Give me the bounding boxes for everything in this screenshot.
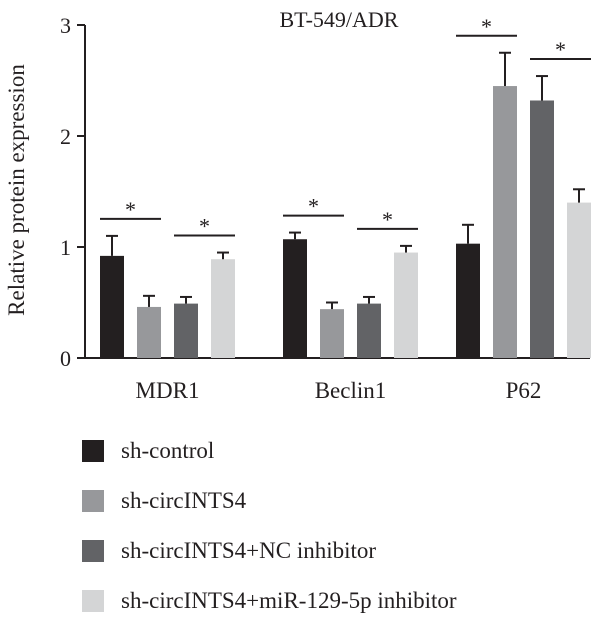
- chart-title: BT-549/ADR: [280, 7, 399, 32]
- legend-swatch: [82, 540, 104, 562]
- legend-label: sh-circINTS4+NC inhibitor: [121, 538, 377, 563]
- significance-marker: *: [199, 214, 210, 239]
- significance-marker: *: [125, 197, 136, 222]
- bar: [456, 243, 480, 358]
- significance-marker: *: [481, 14, 492, 39]
- legend-label: sh-circINTS4+miR-129-5p inhibitor: [121, 588, 457, 613]
- bar: [174, 303, 198, 358]
- x-tick-label: MDR1: [136, 378, 200, 403]
- bar: [530, 100, 554, 358]
- x-tick-label: Beclin1: [315, 378, 387, 403]
- x-tick-label: P62: [506, 378, 542, 403]
- legend-swatch: [82, 490, 104, 512]
- bar: [137, 306, 161, 358]
- bar: [100, 255, 124, 358]
- bar: [357, 303, 381, 358]
- significance-marker: *: [555, 37, 566, 62]
- legend-swatch: [82, 590, 104, 612]
- y-tick-label: 3: [60, 13, 71, 38]
- y-tick-label: 1: [60, 235, 71, 260]
- y-tick-label: 0: [60, 346, 71, 371]
- bar: [283, 239, 307, 358]
- bar: [394, 252, 418, 358]
- plot-area: 0 1 2 3 MDR1 Beclin1 P62 * * * * * *: [60, 13, 591, 403]
- significance-marker: *: [382, 207, 393, 232]
- bar: [211, 259, 235, 358]
- legend-swatch: [82, 440, 104, 462]
- significance-marker: *: [308, 194, 319, 219]
- y-tick-label: 2: [60, 124, 71, 149]
- bar: [320, 309, 344, 358]
- y-axis-label: Relative protein expression: [4, 64, 29, 316]
- bar: [493, 86, 517, 359]
- legend-label: sh-circINTS4: [121, 488, 247, 513]
- legend-label: sh-control: [121, 438, 215, 463]
- bar: [567, 202, 591, 358]
